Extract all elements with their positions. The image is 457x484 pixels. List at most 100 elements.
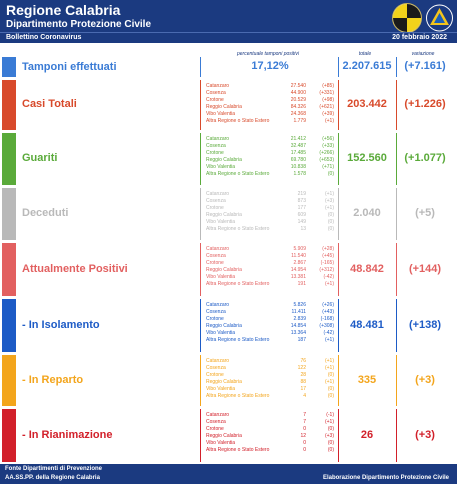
province-name: Crotone — [206, 426, 224, 432]
list-item: Altra Regione o Stato Estero 0 (0) — [206, 447, 334, 453]
footer-source: Fonte Dipartimenti di Prevenzione — [5, 466, 103, 472]
province-value: 5.909 — [293, 246, 306, 252]
province-delta: (+266) — [319, 150, 334, 156]
section-1-variation: (+1.077) — [404, 152, 446, 164]
province-delta: (+56) — [322, 136, 334, 142]
province-value: 17 — [300, 386, 306, 392]
list-item: Reggio Calabria 14.854 (+308) — [206, 323, 334, 329]
section-5-variation: (+3) — [415, 373, 435, 386]
province-name: Cosenza — [206, 253, 226, 259]
province-value: 0 — [303, 440, 306, 446]
province-name: Reggio Calabria — [206, 323, 242, 329]
footer-credit: Elaborazione Dipartimento Protezione Civ… — [322, 475, 449, 481]
list-item: Altra Regione o Stato Estero 13 (0) — [206, 226, 334, 232]
list-item: Catanzaro 76 (+1) — [206, 358, 334, 364]
province-delta: (0) — [327, 447, 334, 453]
province-delta: (+45) — [322, 253, 334, 259]
province-value: 2.867 — [293, 260, 306, 266]
province-delta: (+331) — [319, 90, 334, 96]
province-name: Catanzaro — [206, 83, 230, 89]
province-name: Altra Regione o Stato Estero — [206, 171, 270, 177]
section-5-total: 335 — [357, 373, 377, 386]
province-name: Reggio Calabria — [206, 267, 242, 273]
province-name: Vibo Valentia — [206, 111, 236, 117]
province-name: Altra Regione o Stato Estero — [206, 337, 270, 343]
province-value: 2.839 — [293, 316, 306, 322]
province-delta: (+3) — [324, 198, 334, 204]
list-item: Vibo Valentia 17 (0) — [206, 386, 334, 392]
province-name: Reggio Calabria — [206, 157, 242, 163]
list-item: Catanzaro 219 (+1) — [206, 191, 334, 197]
section-5-color-strip — [2, 355, 16, 406]
list-item: Vibo Valentia 0 (0) — [206, 440, 334, 446]
province-value: 13.364 — [290, 330, 306, 336]
province-value: 13 — [300, 226, 306, 232]
province-name: Altra Regione o Stato Estero — [206, 393, 270, 399]
province-delta: (+39) — [322, 111, 334, 117]
tamponi-percent: 17,12% — [251, 60, 289, 72]
province-name: Catanzaro — [206, 358, 230, 364]
province-delta: (+1) — [324, 365, 334, 371]
province-value: 24.368 — [290, 111, 306, 117]
province-delta: (-1) — [326, 412, 334, 418]
list-item: Altra Regione o Stato Estero 4 (0) — [206, 393, 334, 399]
province-delta: (+1) — [324, 358, 334, 364]
province-delta: (+308) — [319, 323, 334, 329]
bulletin-title: Bollettino Coronavirus — [6, 34, 82, 41]
tamponi-color-strip — [2, 57, 16, 77]
section-0-total: 203.442 — [347, 98, 387, 110]
list-item: Cosenza 11.411 (+43) — [206, 309, 334, 315]
province-value: 32.487 — [290, 143, 306, 149]
province-delta: (+1) — [324, 191, 334, 197]
province-name: Vibo Valentia — [206, 219, 236, 225]
section-4-color-strip — [2, 299, 16, 352]
section-6-label: - In Rianimazione — [22, 428, 113, 441]
province-value: 0 — [303, 447, 306, 453]
province-name: Catanzaro — [206, 302, 230, 308]
province-name: Altra Regione o Stato Estero — [206, 447, 270, 453]
province-delta: (0) — [327, 386, 334, 392]
province-name: Cosenza — [206, 143, 226, 149]
section-1-row: Guariti Catanzaro 21.412 (+56) Cosenza 32.487… — [2, 133, 455, 185]
section-2-color-strip — [2, 188, 16, 240]
province-delta: (+85) — [322, 83, 334, 89]
province-name: Vibo Valentia — [206, 164, 236, 170]
section-2-variation: (+5) — [415, 207, 435, 219]
province-delta: (-42) — [323, 330, 334, 336]
province-name: Catanzaro — [206, 412, 230, 418]
tamponi-total: 2.207.615 — [342, 60, 392, 72]
province-value: 21.412 — [290, 136, 306, 142]
section-6-total: 26 — [360, 428, 374, 441]
province-value: 10.838 — [290, 164, 306, 170]
footer-asp: AA.SS.PP. della Regione Calabria — [5, 475, 100, 481]
province-value: 4 — [303, 393, 306, 399]
bulletin-bar: Bollettino Coronavirus 20 febbraio 2022 — [0, 32, 457, 43]
province-value: 873 — [297, 198, 306, 204]
province-value: 609 — [297, 212, 306, 218]
province-value: 149 — [297, 219, 306, 225]
province-value: 27.540 — [290, 83, 306, 89]
list-item: Vibo Valentia 149 (0) — [206, 219, 334, 225]
list-item: Reggio Calabria 88 (+1) — [206, 379, 334, 385]
province-value: 191 — [297, 281, 306, 287]
section-6-color-strip — [2, 409, 16, 462]
province-delta: (0) — [327, 226, 334, 232]
province-value: 7 — [303, 419, 306, 425]
province-delta: (+1) — [324, 337, 334, 343]
list-item: Reggio Calabria 14.954 (+312) — [206, 267, 334, 273]
section-3-variation: (+144) — [408, 262, 442, 275]
province-value: 219 — [297, 191, 306, 197]
province-name: Reggio Calabria — [206, 433, 242, 439]
list-item: Vibo Valentia 13.364 (-42) — [206, 330, 334, 336]
province-delta: (+1) — [324, 379, 334, 385]
section-2-total: 2.040 — [353, 207, 381, 219]
province-name: Cosenza — [206, 419, 226, 425]
province-value: 7 — [303, 412, 306, 418]
section-3-total: 48.842 — [350, 262, 384, 275]
region-title: Regione Calabria — [6, 2, 121, 18]
list-item: Reggio Calabria 609 (0) — [206, 212, 334, 218]
section-2-row: Deceduti Catanzaro 219 (+1) Cosenza 873 (+3) Cr… — [2, 188, 455, 240]
province-delta: (0) — [327, 393, 334, 399]
province-delta: (+98) — [322, 97, 334, 103]
tamponi-variation: (+7.161) — [404, 60, 446, 72]
